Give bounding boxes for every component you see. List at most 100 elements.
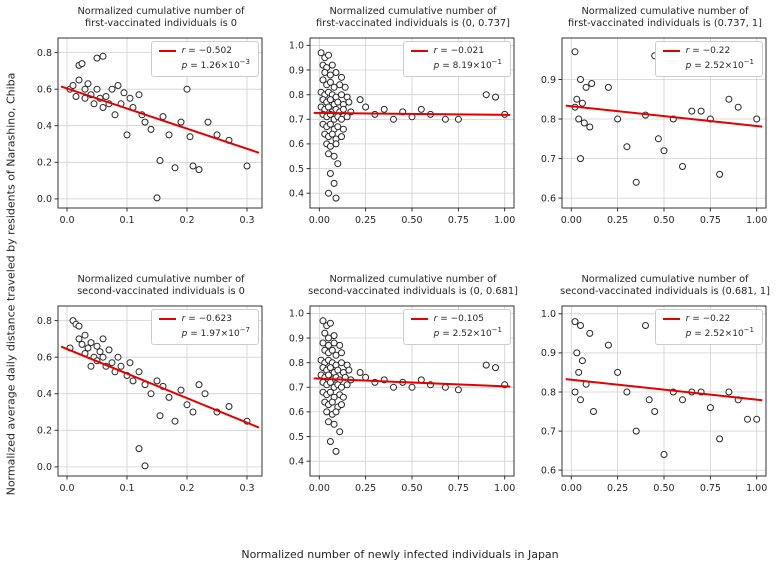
svg-text:1.00: 1.00 (494, 483, 515, 494)
svg-text:0.75: 0.75 (700, 483, 721, 494)
svg-text:0.9: 0.9 (541, 349, 556, 360)
svg-text:0.4: 0.4 (289, 189, 304, 200)
svg-text:0.3: 0.3 (239, 483, 254, 494)
legend: r = −0.502 p = 1.26×10−3 (150, 41, 259, 77)
title-line-1: Normalized cumulative number of (77, 274, 245, 285)
svg-text:0.6: 0.6 (541, 194, 556, 205)
svg-text:0.7: 0.7 (541, 427, 556, 438)
svg-text:0.8: 0.8 (37, 316, 52, 327)
svg-text:0.50: 0.50 (401, 215, 422, 226)
svg-text:0.0: 0.0 (37, 195, 52, 206)
subplot-title: Normalized cumulative number of first-va… (56, 6, 266, 30)
r-value: r = −0.502 (181, 46, 232, 57)
svg-text:0.25: 0.25 (607, 215, 628, 226)
x-axis-label: Normalized number of newly infected indi… (241, 548, 559, 561)
r-value: r = −0.105 (433, 314, 484, 325)
svg-text:0.50: 0.50 (653, 215, 674, 226)
subplot-title: Normalized cumulative number of second-v… (56, 274, 266, 298)
p-value: p = 2.52×10−1 (685, 325, 754, 339)
svg-text:0.25: 0.25 (355, 215, 376, 226)
p-value: p = 2.52×10−1 (685, 57, 754, 71)
subplot-second-vax-mid: Normalized cumulative number of second-v… (274, 274, 526, 542)
subplot-second-vax-zero: Normalized cumulative number of second-v… (22, 274, 274, 542)
title-line-2: first-vaccinated individuals is 0 (84, 18, 238, 30)
svg-text:0.6: 0.6 (289, 408, 304, 419)
svg-text:0.5: 0.5 (289, 432, 304, 443)
regression-line-swatch (410, 318, 428, 321)
subplot-title: Normalized cumulative number of first-va… (560, 6, 770, 30)
svg-text:0.00: 0.00 (309, 483, 330, 494)
title-line-1: Normalized cumulative number of (581, 274, 749, 285)
svg-text:0.25: 0.25 (355, 483, 376, 494)
svg-text:0.0: 0.0 (59, 215, 74, 226)
svg-text:0.4: 0.4 (37, 389, 52, 400)
p-value: p = 2.52×10−1 (433, 325, 502, 339)
svg-text:1.0: 1.0 (289, 309, 304, 320)
svg-text:0.25: 0.25 (607, 483, 628, 494)
svg-text:0.00: 0.00 (561, 215, 582, 226)
title-line-1: Normalized cumulative number of (77, 6, 245, 17)
svg-text:0.2: 0.2 (37, 426, 52, 437)
svg-text:0.1: 0.1 (119, 215, 134, 226)
title-line-2: second-vaccinated individuals is 0 (77, 286, 245, 298)
y-axis-label: Normalized average daily distance travel… (4, 72, 18, 496)
legend: r = −0.021 p = 8.19×10−1 (402, 41, 511, 77)
r-value: r = −0.22 (685, 314, 731, 325)
svg-text:1.0: 1.0 (541, 310, 556, 321)
svg-text:0.8: 0.8 (289, 358, 304, 369)
p-value: p = 8.19×10−1 (433, 57, 502, 71)
svg-text:0.1: 0.1 (119, 483, 134, 494)
title-line-1: Normalized cumulative number of (329, 6, 497, 17)
regression-line-swatch (410, 50, 428, 53)
subplot-grid: Normalized cumulative number of first-va… (22, 6, 778, 542)
legend: r = −0.22 p = 2.52×10−1 (654, 309, 763, 345)
svg-text:0.00: 0.00 (309, 215, 330, 226)
svg-text:0.8: 0.8 (541, 388, 556, 399)
title-line-1: Normalized cumulative number of (581, 6, 749, 17)
svg-text:0.6: 0.6 (37, 353, 52, 364)
svg-text:0.9: 0.9 (289, 66, 304, 77)
svg-text:0.0: 0.0 (37, 463, 52, 474)
subplot-first-vax-high: Normalized cumulative number of first-va… (526, 6, 778, 274)
regression-line-swatch (662, 318, 680, 321)
svg-text:0.5: 0.5 (289, 164, 304, 175)
svg-text:0.50: 0.50 (401, 483, 422, 494)
legend: r = −0.623 p = 1.97×10−7 (150, 309, 259, 345)
svg-text:0.4: 0.4 (289, 457, 304, 468)
svg-text:0.2: 0.2 (179, 215, 194, 226)
regression-line-swatch (158, 318, 176, 321)
svg-text:0.7: 0.7 (289, 115, 304, 126)
svg-text:0.75: 0.75 (700, 215, 721, 226)
svg-text:1.00: 1.00 (746, 215, 767, 226)
r-value: r = −0.22 (685, 46, 731, 57)
p-value: p = 1.97×10−7 (181, 325, 250, 339)
svg-text:0.7: 0.7 (289, 383, 304, 394)
svg-text:0.4: 0.4 (37, 121, 52, 132)
r-value: r = −0.021 (433, 46, 484, 57)
subplot-first-vax-mid: Normalized cumulative number of first-va… (274, 6, 526, 274)
regression-line-swatch (158, 50, 176, 53)
svg-text:0.6: 0.6 (37, 85, 52, 96)
title-line-2: first-vaccinated individuals is (0.737, … (568, 18, 762, 30)
svg-text:0.2: 0.2 (37, 158, 52, 169)
regression-line-swatch (662, 50, 680, 53)
svg-text:0.8: 0.8 (289, 90, 304, 101)
svg-text:0.8: 0.8 (541, 115, 556, 126)
svg-text:0.9: 0.9 (541, 75, 556, 86)
title-line-2: first-vaccinated individuals is (0, 0.73… (316, 18, 510, 30)
svg-text:0.0: 0.0 (59, 483, 74, 494)
title-line-2: second-vaccinated individuals is (0.681,… (560, 286, 770, 298)
svg-text:0.3: 0.3 (239, 215, 254, 226)
subplot-first-vax-zero: Normalized cumulative number of first-va… (22, 6, 274, 274)
svg-text:0.7: 0.7 (541, 154, 556, 165)
svg-text:0.8: 0.8 (37, 48, 52, 59)
title-line-1: Normalized cumulative number of (329, 274, 497, 285)
legend: r = −0.105 p = 2.52×10−1 (402, 309, 511, 345)
svg-text:0.75: 0.75 (448, 215, 469, 226)
svg-text:0.2: 0.2 (179, 483, 194, 494)
subplot-title: Normalized cumulative number of second-v… (560, 274, 770, 298)
svg-text:0.9: 0.9 (289, 334, 304, 345)
legend: r = −0.22 p = 2.52×10−1 (654, 41, 763, 77)
title-line-2: second-vaccinated individuals is (0, 0.6… (308, 286, 518, 298)
